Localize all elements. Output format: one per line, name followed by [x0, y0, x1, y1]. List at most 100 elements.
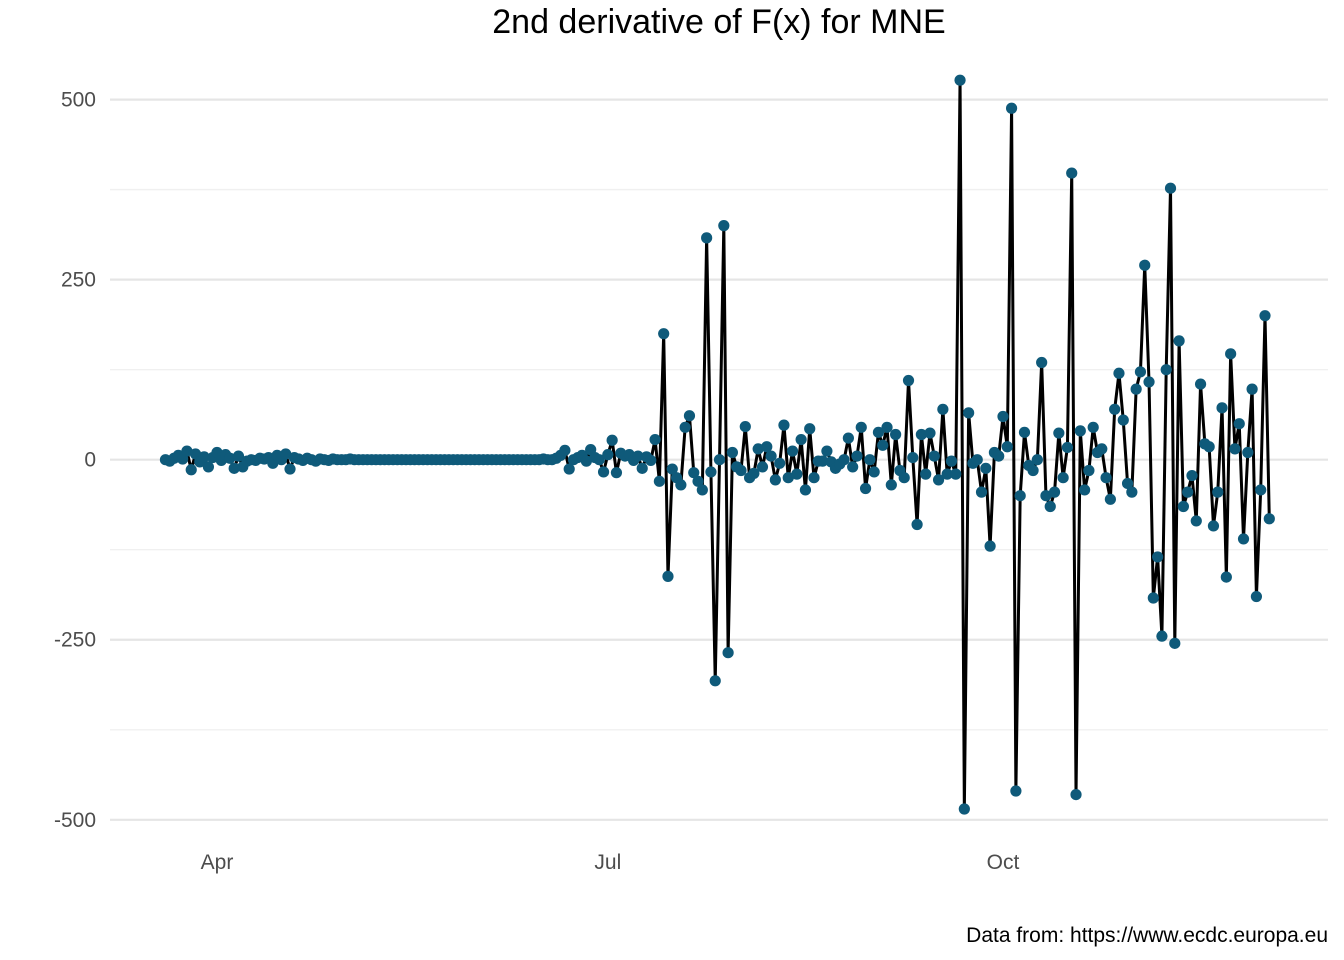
data-point [924, 427, 936, 439]
data-point [580, 455, 592, 467]
data-point [198, 451, 210, 463]
data-point [1173, 335, 1185, 347]
data-point [950, 468, 962, 480]
data-point [735, 464, 747, 477]
data-point [1143, 376, 1155, 388]
data-point [907, 451, 919, 464]
data-point [718, 220, 730, 232]
data-point [1126, 486, 1138, 498]
data-point [563, 463, 575, 475]
data-point [911, 518, 923, 531]
data-point [1186, 469, 1198, 482]
data-point [683, 410, 696, 422]
data-point [932, 474, 945, 486]
data-point [945, 455, 958, 467]
data-point [1233, 418, 1245, 430]
data-point [1216, 402, 1228, 414]
data-point [1259, 310, 1271, 322]
chart-title: 2nd derivative of F(x) for MNE [492, 3, 945, 41]
data-point [817, 455, 829, 467]
data-point [1100, 472, 1112, 484]
data-point [185, 464, 197, 476]
data-point [984, 540, 996, 552]
y-tick-label: -250 [54, 629, 96, 652]
x-axis-tick-labels: Apr Jul Oct [201, 851, 1020, 874]
data-point [666, 463, 678, 475]
data-point [980, 462, 992, 474]
data-point [928, 450, 940, 462]
data-point [847, 461, 859, 473]
data-point [1169, 637, 1181, 649]
data-point [868, 466, 880, 478]
data-point [284, 463, 296, 475]
data-point [1096, 443, 1108, 455]
data-point [645, 454, 657, 467]
data-point [602, 449, 614, 461]
data-point [872, 426, 885, 438]
data-point [778, 419, 790, 431]
data-point [1074, 425, 1086, 437]
data-point [1164, 182, 1177, 194]
data-point [971, 454, 983, 466]
data-point [1263, 513, 1275, 525]
x-tick-label: Apr [201, 851, 234, 874]
data-point [1001, 441, 1013, 453]
data-point [902, 374, 915, 387]
x-tick-label: Oct [987, 851, 1020, 874]
series-points [159, 74, 1275, 815]
data-point [993, 450, 1005, 462]
data-point [1194, 378, 1207, 390]
data-point [224, 452, 236, 464]
data-point [559, 444, 571, 456]
data-point [1121, 477, 1134, 490]
data-point [890, 428, 902, 441]
data-point [769, 474, 781, 486]
data-point [958, 803, 970, 815]
data-point [1014, 490, 1026, 502]
data-point [597, 466, 610, 478]
data-point [864, 454, 876, 466]
data-point [280, 448, 292, 460]
data-point [1237, 533, 1250, 545]
data-point [679, 421, 691, 433]
data-point [791, 468, 803, 480]
data-point [774, 457, 786, 469]
data-point [1139, 259, 1151, 271]
data-point [713, 454, 726, 466]
data-point [1147, 592, 1159, 604]
data-point [675, 479, 687, 491]
data-point [1061, 441, 1074, 454]
y-tick-label: 250 [61, 269, 96, 292]
data-point [1242, 446, 1254, 459]
data-point [765, 450, 777, 462]
data-point [1048, 486, 1061, 498]
data-point [1190, 515, 1202, 527]
data-point [963, 407, 975, 419]
data-point [1229, 443, 1241, 455]
data-point [859, 482, 872, 495]
data-point [692, 475, 704, 487]
data-point [181, 445, 193, 457]
data-point [658, 328, 670, 340]
data-point [688, 467, 700, 479]
data-point [662, 570, 674, 582]
data-point [1130, 383, 1142, 395]
data-point [1203, 441, 1215, 453]
data-point [941, 468, 953, 480]
data-point [1113, 367, 1125, 379]
chart-caption: Data from: https://www.ecdc.europa.eu [966, 924, 1328, 947]
data-point [610, 467, 623, 479]
data-point [1212, 486, 1224, 498]
data-point [593, 454, 605, 466]
data-point [705, 466, 717, 478]
data-point [1053, 427, 1065, 439]
data-point [1057, 472, 1069, 484]
data-point [232, 450, 245, 462]
y-tick-label: 0 [84, 449, 96, 472]
data-point [954, 74, 966, 86]
data-point [1079, 484, 1091, 496]
data-point [920, 468, 932, 480]
data-point [748, 467, 760, 479]
data-point [606, 434, 618, 446]
data-point [808, 472, 820, 484]
